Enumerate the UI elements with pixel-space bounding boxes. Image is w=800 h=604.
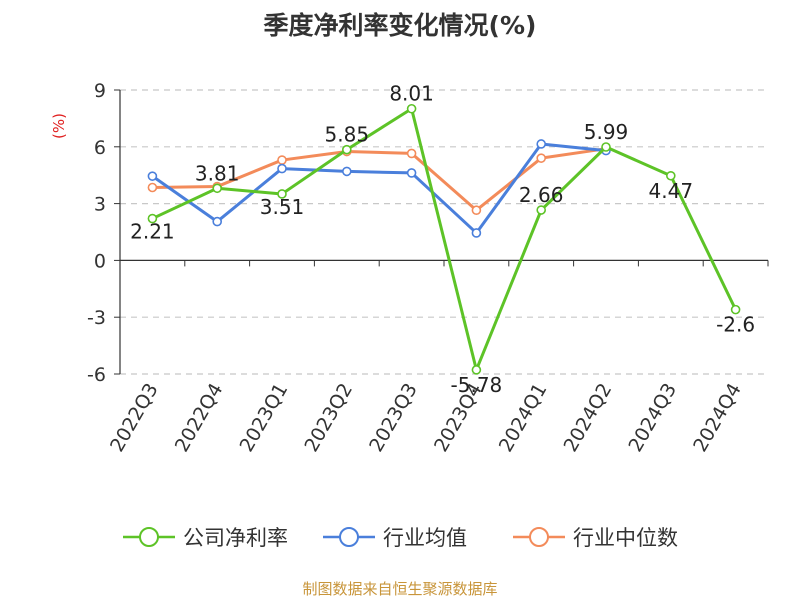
data-point [536,153,547,163]
series-line [152,147,607,212]
data-label: 5.85 [325,123,370,147]
data-point [471,205,482,216]
x-tick-label: 2022Q4 [171,380,228,456]
legend-marker [529,527,549,547]
x-tick-label: 2024Q4 [689,380,746,456]
data-point [665,170,676,181]
data-point [406,168,417,178]
y-tick-label: -3 [87,307,106,329]
data-point [471,228,482,238]
y-tick-label: -6 [87,364,106,386]
legend-marker [339,527,359,547]
legend-label: 行业均值 [383,526,467,550]
x-tick-label: 2023Q3 [365,380,422,456]
y-tick-label: 3 [94,194,106,216]
data-point [536,139,547,149]
data-point [341,166,352,177]
y-axis-label: (%) [50,113,68,139]
data-point [406,148,417,159]
data-point [406,103,417,114]
x-tick-label: 2023Q1 [236,380,293,456]
x-tick-label: 2022Q3 [106,380,163,456]
data-label: 2.21 [130,220,175,244]
data-point [341,144,352,155]
data-point [212,183,222,194]
data-point [147,182,158,193]
data-label: 5.99 [584,120,629,144]
data-point [277,163,287,174]
data-point [147,171,158,181]
x-tick-label: 2024Q2 [560,380,617,456]
x-tick-label: 2023Q2 [300,380,357,456]
data-point [471,365,482,375]
y-tick-label: 0 [94,250,106,272]
series-line [151,107,737,372]
y-tick-label: 9 [94,80,106,102]
data-point [536,205,547,215]
source-note: 制图数据来自恒生聚源数据库 [302,580,498,598]
data-label: 2.66 [519,183,564,207]
legend-marker [139,527,159,547]
data-label: 8.01 [389,82,434,106]
legend-label: 公司净利率 [183,526,288,550]
data-point [277,155,287,165]
data-label: 3.51 [260,195,305,219]
x-tick-label: 2024Q3 [624,380,681,456]
data-point [277,189,287,199]
data-point [147,213,158,224]
data-point [601,142,611,152]
data-label: -2.6 [716,313,755,337]
x-tick-label: 2024Q1 [495,380,552,456]
legend-label: 行业中位数 [573,526,678,550]
data-label: -5.78 [451,373,503,397]
data-label: 3.81 [195,161,240,185]
y-tick-label: 6 [94,137,106,159]
data-label: 4.47 [649,179,694,203]
series-line [151,142,607,235]
data-point [212,216,222,227]
data-point [730,304,741,315]
chart-title: 季度净利率变化情况(%) [263,11,537,40]
